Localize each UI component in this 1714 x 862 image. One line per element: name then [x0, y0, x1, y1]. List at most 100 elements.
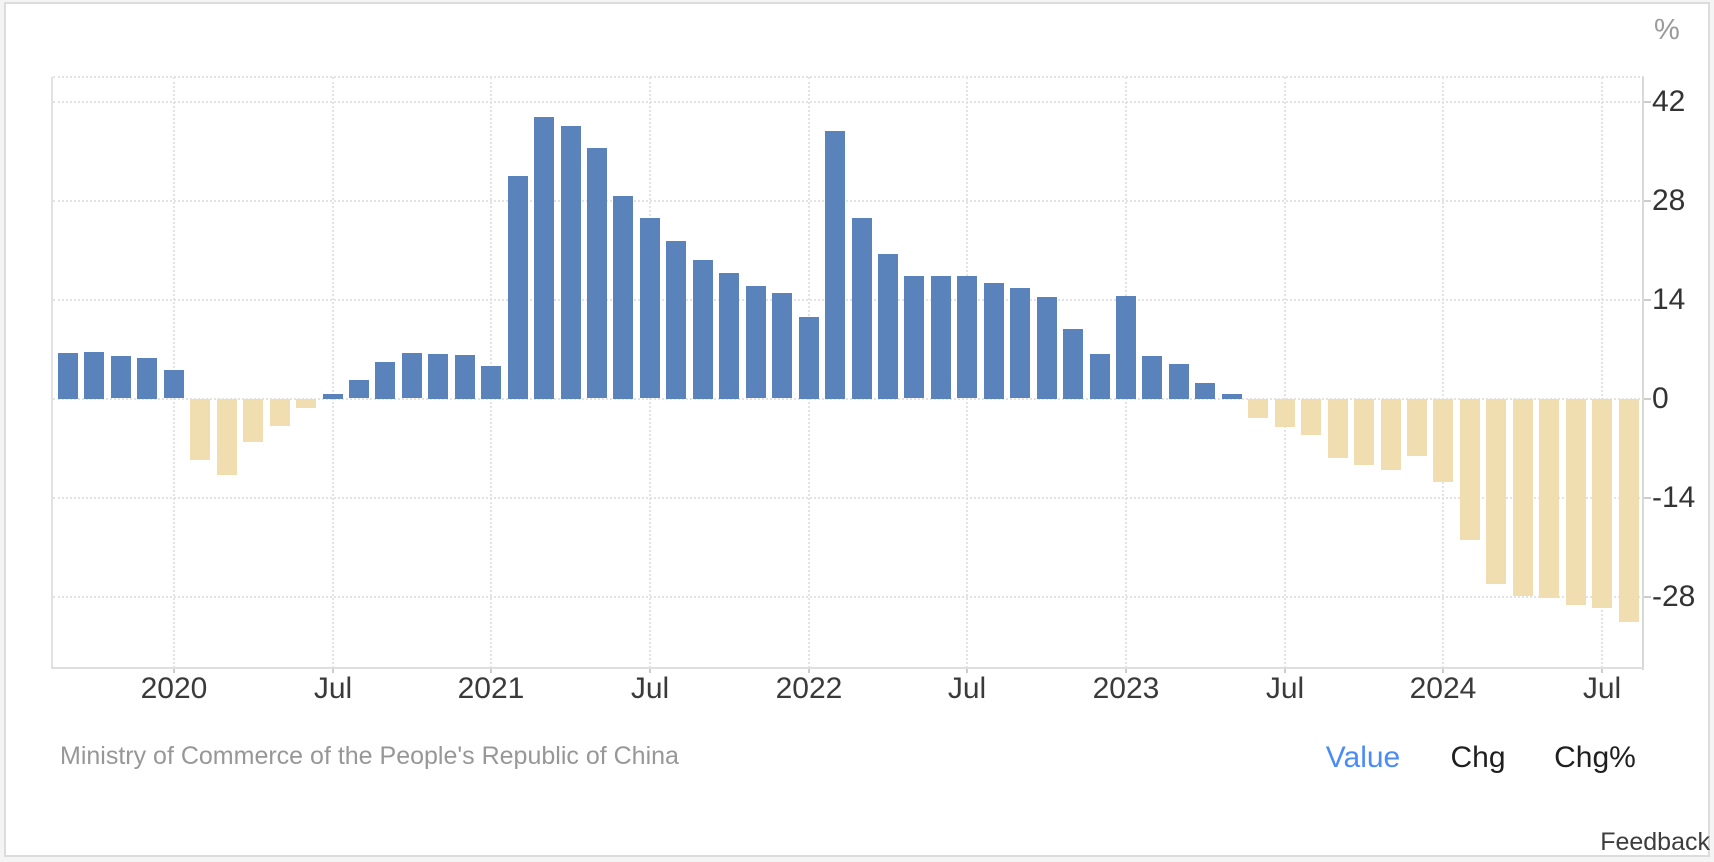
- chart-bar[interactable]: [1592, 399, 1612, 608]
- chart-bar[interactable]: [190, 399, 210, 460]
- chart-bar[interactable]: [852, 218, 872, 399]
- chart-bar[interactable]: [1142, 356, 1162, 399]
- chart-bar[interactable]: [1037, 297, 1057, 399]
- chart-bar[interactable]: [719, 273, 739, 399]
- chart-bar[interactable]: [613, 196, 633, 399]
- y-axis-tick: [1642, 200, 1651, 202]
- gridline-v: [1601, 77, 1603, 668]
- chart-bar[interactable]: [1090, 354, 1110, 399]
- tab-chg[interactable]: Chg: [1438, 740, 1518, 776]
- chart-bar[interactable]: [243, 399, 263, 442]
- chart-bar[interactable]: [375, 362, 395, 399]
- chart-bar[interactable]: [58, 353, 78, 399]
- chart-bar[interactable]: [84, 352, 104, 399]
- chart-bar[interactable]: [1169, 364, 1189, 399]
- x-axis-label: 2022: [775, 672, 843, 705]
- x-axis-tick: [649, 668, 651, 673]
- chart-bar[interactable]: [481, 366, 501, 399]
- y-axis-label: 28: [1652, 184, 1686, 217]
- y-axis-label: -28: [1652, 580, 1696, 613]
- x-axis-line: [51, 667, 1644, 669]
- chart-bar[interactable]: [1433, 399, 1453, 482]
- chart-bar[interactable]: [799, 317, 819, 399]
- gridline-h: [53, 596, 1644, 598]
- chart-bar[interactable]: [1407, 399, 1427, 456]
- chart-bar[interactable]: [1328, 399, 1348, 458]
- chart-bar[interactable]: [111, 356, 131, 398]
- chart-bar[interactable]: [1301, 399, 1321, 435]
- x-axis-label: 2024: [1409, 672, 1477, 705]
- x-axis-label: Jul: [630, 672, 670, 705]
- gridline-h: [53, 101, 1644, 103]
- chart-bar[interactable]: [904, 276, 924, 398]
- chart-bar[interactable]: [534, 117, 554, 399]
- gridline-v: [1284, 77, 1286, 668]
- chart-bar[interactable]: [1486, 399, 1506, 584]
- chart-bar[interactable]: [296, 399, 316, 408]
- gridline-v: [332, 77, 334, 668]
- y-axis-label: 14: [1652, 283, 1686, 316]
- y-axis-line-left: [51, 77, 53, 668]
- x-axis-label: Jul: [1582, 672, 1622, 705]
- chart-bar[interactable]: [984, 283, 1004, 399]
- x-axis-tick: [1125, 668, 1127, 673]
- plot-top-border: [53, 76, 1644, 78]
- chart-bar[interactable]: [1619, 399, 1639, 622]
- chart-bar[interactable]: [402, 353, 422, 398]
- chart-bar[interactable]: [825, 131, 845, 399]
- y-axis-tick: [1642, 497, 1651, 499]
- chart-bar[interactable]: [1248, 399, 1268, 418]
- y-axis-tick: [1642, 101, 1651, 103]
- chart-bar[interactable]: [1354, 399, 1374, 465]
- x-axis-label: 2023: [1092, 672, 1160, 705]
- gridline-h: [53, 299, 1644, 301]
- chart-bar[interactable]: [164, 370, 184, 398]
- chart-bar[interactable]: [1010, 288, 1030, 398]
- chart-bar[interactable]: [1063, 329, 1083, 399]
- chart-bar[interactable]: [746, 286, 766, 398]
- chart-bar[interactable]: [270, 399, 290, 426]
- chart-bar[interactable]: [666, 241, 686, 399]
- x-axis-tick: [1442, 668, 1444, 673]
- chart-bar[interactable]: [323, 394, 343, 399]
- chart-bar[interactable]: [931, 276, 951, 399]
- y-axis-line-right: [1642, 77, 1644, 670]
- feedback-link[interactable]: Feedback: [1600, 828, 1710, 856]
- chart-bar[interactable]: [217, 399, 237, 475]
- x-axis-label: Jul: [313, 672, 353, 705]
- y-axis-tick: [1642, 398, 1651, 400]
- chart-bar[interactable]: [1566, 399, 1586, 605]
- gridline-v: [1442, 77, 1444, 668]
- tab-chg-percent[interactable]: Chg%: [1550, 740, 1640, 776]
- source-attribution: Ministry of Commerce of the People's Rep…: [60, 742, 679, 770]
- chart-bar[interactable]: [1460, 399, 1480, 540]
- chart-bar[interactable]: [1222, 394, 1242, 399]
- x-axis-tick: [808, 668, 810, 673]
- chart-bar[interactable]: [455, 355, 475, 399]
- y-axis-unit-label: %: [1654, 14, 1680, 46]
- chart-bar[interactable]: [428, 354, 448, 399]
- chart-bar[interactable]: [561, 126, 581, 399]
- chart-bar[interactable]: [587, 148, 607, 398]
- chart-bar[interactable]: [640, 218, 660, 398]
- y-axis-label: 42: [1652, 85, 1686, 118]
- chart-bar[interactable]: [1513, 399, 1533, 596]
- chart-bar[interactable]: [1116, 296, 1136, 399]
- chart-bar[interactable]: [878, 254, 898, 399]
- gridline-h: [53, 398, 1644, 400]
- chart-bar[interactable]: [349, 380, 369, 398]
- tab-value[interactable]: Value: [1322, 740, 1404, 776]
- chart-bar[interactable]: [508, 176, 528, 399]
- chart-bar[interactable]: [137, 358, 157, 399]
- chart-bar[interactable]: [1195, 383, 1215, 399]
- chart-bar[interactable]: [772, 293, 792, 398]
- x-axis-label: Jul: [947, 672, 987, 705]
- chart-bar[interactable]: [1381, 399, 1401, 470]
- chart-bar[interactable]: [1275, 399, 1295, 427]
- x-axis-label: Jul: [1265, 672, 1305, 705]
- chart-bar[interactable]: [957, 276, 977, 398]
- chart-bar[interactable]: [1539, 399, 1559, 598]
- gridline-h: [53, 497, 1644, 499]
- chart-bar[interactable]: [693, 260, 713, 399]
